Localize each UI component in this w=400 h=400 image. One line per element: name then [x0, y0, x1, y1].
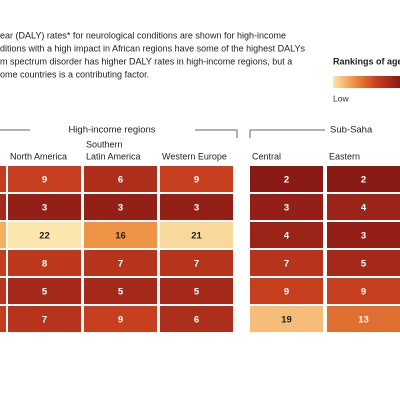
heat-cell [8, 306, 81, 332]
cell-value: 5 [194, 287, 200, 298]
heat-cell [160, 278, 233, 304]
cell-value: 9 [284, 287, 289, 298]
cell-value: 5 [42, 287, 48, 298]
heat-cell [160, 222, 233, 248]
column-header: Western Europe [162, 151, 227, 161]
column-header: Central [252, 151, 281, 161]
heat-cell [84, 306, 157, 332]
heat-cell [250, 222, 323, 248]
cell-value: 22 [39, 231, 50, 242]
cropped-cell [0, 222, 6, 248]
heat-cell [84, 194, 157, 220]
cell-value: 7 [42, 315, 47, 326]
cell-value: 3 [361, 231, 366, 242]
cell-value: 8 [42, 259, 47, 270]
heat-cell [160, 194, 233, 220]
cell-value: 16 [115, 231, 126, 242]
cell-value: 2 [284, 175, 289, 186]
cell-value: 4 [361, 203, 367, 214]
heat-cell [8, 278, 81, 304]
heat-cell [250, 194, 323, 220]
heat-cell [327, 194, 400, 220]
intro-line: m spectrum disorder has higher DALY rate… [0, 56, 292, 66]
column-header: Eastern [329, 151, 360, 161]
heat-cell [84, 222, 157, 248]
cell-value: 3 [194, 203, 199, 214]
heat-cell [327, 250, 400, 276]
cropped-cell [0, 166, 6, 192]
heat-cell [8, 250, 81, 276]
group-label: Sub-Saha [330, 125, 373, 136]
cell-value: 3 [42, 203, 47, 214]
column-header: North America [10, 151, 67, 161]
cell-value: 3 [284, 203, 289, 214]
cropped-cell [0, 250, 6, 276]
cell-value: 4 [284, 231, 290, 242]
heat-cell [84, 166, 157, 192]
cropped-cell [0, 194, 6, 220]
cell-value: 7 [118, 259, 123, 270]
legend-bar [333, 76, 400, 88]
heat-cell [327, 306, 400, 332]
heat-cell [250, 306, 323, 332]
heat-cell [327, 222, 400, 248]
cell-value: 5 [118, 287, 124, 298]
heat-cell [8, 194, 81, 220]
cropped-cell [0, 306, 6, 332]
heat-cell [8, 222, 81, 248]
cell-value: 6 [194, 315, 199, 326]
heat-cell [8, 166, 81, 192]
legend-title: Rankings of age [333, 56, 400, 66]
cell-value: 13 [358, 315, 369, 326]
legend-low: Low [333, 93, 349, 103]
heat-cell [84, 278, 157, 304]
intro-line: ear (DALY) rates* for neurological condi… [0, 30, 286, 40]
cropped-cell [0, 278, 6, 304]
heat-cell [160, 166, 233, 192]
cell-value: 6 [118, 175, 123, 186]
heat-cell [84, 250, 157, 276]
cell-value: 19 [281, 315, 292, 326]
cell-value: 9 [118, 315, 123, 326]
cell-value: 3 [118, 203, 123, 214]
cell-value: 5 [361, 259, 367, 270]
heat-cell [250, 278, 323, 304]
cell-value: 21 [191, 231, 202, 242]
heat-cell [160, 250, 233, 276]
cell-value: 9 [361, 287, 366, 298]
heat-cell [327, 166, 400, 192]
cell-value: 9 [42, 175, 47, 186]
heat-cell [250, 166, 323, 192]
heat-cell [250, 250, 323, 276]
column-header: Southern [86, 139, 123, 149]
intro-line: ome countries is a contributing factor. [0, 69, 149, 79]
group-bracket [0, 129, 325, 138]
cell-value: 7 [194, 259, 199, 270]
column-header: Latin America [86, 151, 141, 161]
cell-value: 7 [284, 259, 289, 270]
group-label: High-income regions [68, 125, 155, 136]
cell-value: 9 [194, 175, 199, 186]
heat-cell [327, 278, 400, 304]
heat-cell [160, 306, 233, 332]
cell-value: 2 [361, 175, 366, 186]
intro-line: ditions with a high impact in African re… [0, 43, 305, 53]
